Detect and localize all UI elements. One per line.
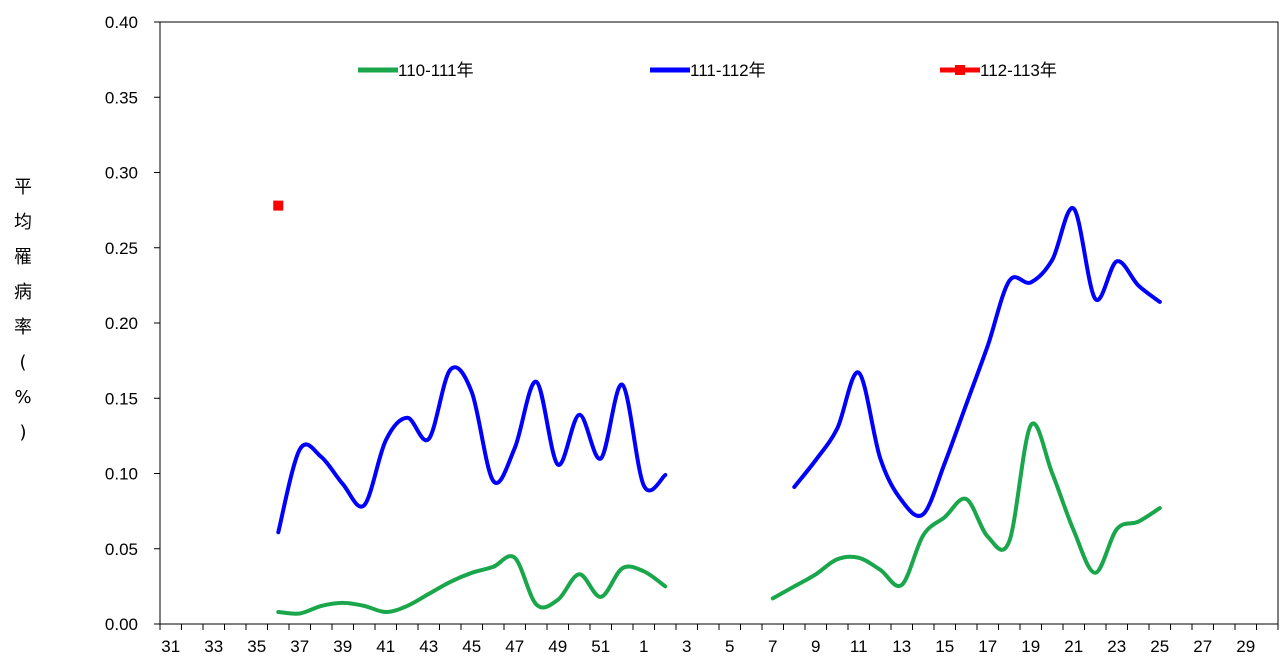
legend-label: 110-111年 — [398, 61, 474, 80]
x-tick-label: 35 — [247, 637, 266, 656]
y-tick-label: 0.20 — [105, 314, 138, 333]
x-tick-label: 1 — [639, 637, 648, 656]
x-tick-label: 17 — [978, 637, 997, 656]
y-axis-label-char: ) — [19, 422, 27, 443]
y-tick-label: 0.05 — [105, 540, 138, 559]
series-1 — [276, 421, 1162, 616]
plot-frame — [159, 21, 1279, 625]
x-tick-label: 23 — [1107, 637, 1126, 656]
y-axis-label-char: % — [14, 387, 32, 408]
y-tick-label: 0.35 — [105, 88, 138, 107]
x-tick-label: 39 — [333, 637, 352, 656]
x-tick-label: 47 — [505, 637, 524, 656]
x-tick-label: 19 — [1021, 637, 1040, 656]
x-tick-label: 41 — [376, 637, 395, 656]
y-axis-label-char: 病 — [14, 282, 32, 303]
legend-item-2: 111-112年 — [650, 61, 766, 80]
legend-item-3: 112-113年 — [940, 61, 1057, 80]
y-tick-label: 0.40 — [105, 13, 138, 32]
x-tick-label: 25 — [1150, 637, 1169, 656]
series-2 — [276, 206, 1162, 535]
y-axis-label-char: 率 — [14, 317, 32, 338]
series-line — [770, 421, 1162, 601]
x-tick-label: 33 — [204, 637, 223, 656]
x-tick-label: 49 — [548, 637, 567, 656]
y-tick-label: 0.00 — [105, 615, 138, 634]
y-axis-label-char: ( — [19, 352, 27, 373]
y-axis-label-char: 均 — [14, 212, 32, 233]
y-tick-label: 0.15 — [105, 389, 138, 408]
x-tick-label: 11 — [850, 637, 868, 656]
data-point — [273, 200, 284, 211]
y-axis-label-char: 罹 — [14, 247, 32, 268]
x-tick-label: 37 — [290, 637, 309, 656]
legend-item-1: 110-111年 — [358, 61, 474, 80]
series-line — [276, 554, 668, 616]
legend-label: 111-112年 — [690, 61, 766, 80]
x-tick-label: 5 — [725, 637, 734, 656]
x-tick-label: 9 — [811, 637, 820, 656]
series-line — [792, 206, 1162, 518]
legend-label: 112-113年 — [980, 61, 1057, 80]
legend-marker — [955, 65, 965, 75]
x-tick-label: 21 — [1064, 637, 1083, 656]
series-layer — [273, 200, 1162, 616]
x-tick-label: 27 — [1193, 637, 1212, 656]
x-tick-label: 45 — [462, 637, 481, 656]
y-tick-label: 0.30 — [105, 164, 138, 183]
x-tick-label: 15 — [935, 637, 954, 656]
x-tick-label: 3 — [682, 637, 691, 656]
x-tick-label: 43 — [419, 637, 438, 656]
y-axis-label: 平均罹病率 (%) — [10, 170, 36, 450]
x-tick-label: 29 — [1236, 637, 1255, 656]
series-3 — [273, 200, 284, 211]
x-tick-label: 51 — [591, 637, 610, 656]
y-axis-label-char: 平 — [14, 177, 32, 198]
x-tick-label: 31 — [161, 637, 180, 656]
x-tick-label: 7 — [768, 637, 777, 656]
y-tick-label: 0.10 — [105, 465, 138, 484]
y-tick-label: 0.25 — [105, 239, 138, 258]
x-tick-label: 13 — [892, 637, 911, 656]
legend: 110-111年 111-112年 112-113年 — [358, 61, 1057, 80]
series-line — [276, 365, 668, 535]
